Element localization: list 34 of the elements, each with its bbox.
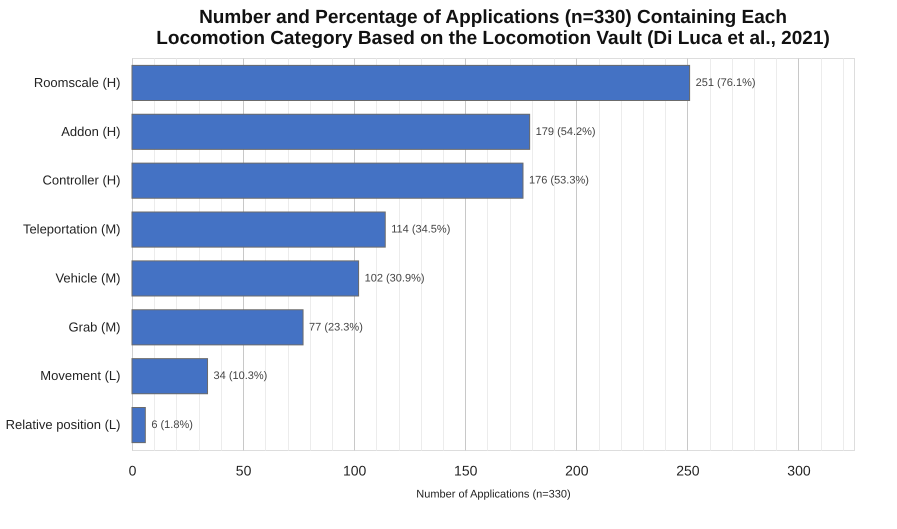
y-tick-label: Relative position (L) — [6, 417, 120, 432]
bar — [132, 64, 690, 102]
y-tick-label: Addon (H) — [61, 124, 120, 139]
data-label: 102 (30.9%) — [364, 272, 425, 284]
data-label: 179 (54.2%) — [536, 126, 596, 138]
x-axis-title: Number of Applications (n=330) — [416, 488, 571, 500]
y-tick-label: Roomscale (H) — [34, 74, 120, 90]
bar — [132, 260, 360, 297]
x-tick-label: 200 — [565, 462, 589, 478]
data-label: 114 (34.5%) — [391, 224, 450, 236]
x-tick-label: 100 — [342, 462, 367, 478]
x-tick-label: 50 — [236, 462, 252, 478]
y-tick-label: Grab (M) — [68, 319, 120, 334]
text: Locomotion Category Based on the Locomotion Vault (Di Luca et al., 2021) — [156, 28, 830, 49]
bar — [132, 114, 530, 150]
text: Number and Percentage of Applications (n=330) Containing Each — [199, 7, 787, 28]
bar — [132, 406, 146, 444]
data-label: 176 (53.3%) — [528, 174, 589, 187]
bar — [132, 309, 304, 346]
y-tick-label: Vehicle (M) — [55, 270, 120, 286]
x-tick-label: 300 — [787, 462, 811, 478]
x-tick-label: 0 — [128, 462, 137, 478]
bar — [132, 358, 208, 394]
data-label: 251 (76.1%) — [696, 76, 756, 89]
y-tick-label: Teleportation (M) — [22, 222, 120, 237]
y-tick-label: Movement (L) — [40, 368, 120, 384]
x-tick-label: 150 — [454, 462, 478, 478]
bar — [132, 162, 524, 199]
x-tick-label: 250 — [676, 462, 700, 478]
y-tick-label: Controller (H) — [42, 172, 120, 188]
bar — [132, 211, 386, 248]
data-label: 6 (1.8%) — [151, 419, 193, 432]
data-label: 77 (23.3%) — [309, 321, 363, 334]
data-label: 34 (10.3%) — [214, 370, 268, 382]
